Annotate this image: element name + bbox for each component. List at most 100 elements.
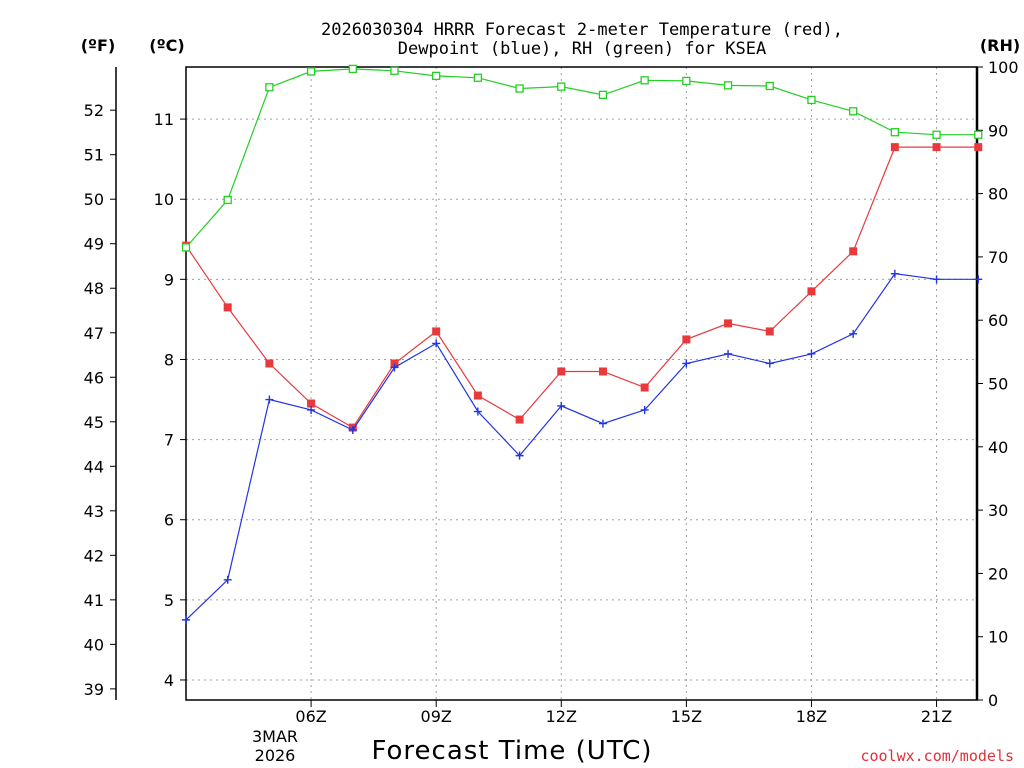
chart-title-line1: 2026030304 HRRR Forecast 2-meter Tempera… — [321, 20, 843, 40]
fahrenheit-tick-label: 49 — [84, 235, 104, 254]
rh-point — [557, 82, 566, 91]
fahrenheit-tick-label: 46 — [84, 368, 104, 387]
fahrenheit-tick-label: 43 — [84, 502, 104, 521]
rh-point — [723, 81, 733, 90]
rh-tick-label: 90 — [988, 121, 1008, 140]
fahrenheit-tick-label: 45 — [84, 413, 104, 432]
dewpoint-point — [182, 615, 190, 624]
rh-tick-label: 70 — [988, 248, 1008, 267]
x-axis-label: Forecast Time (UTC) — [371, 736, 652, 766]
temperature-point — [307, 399, 316, 408]
fahrenheit-tick-label: 39 — [84, 680, 104, 699]
temperature-point — [390, 359, 399, 368]
dewpoint-point — [515, 451, 524, 460]
temperature-point — [932, 143, 941, 152]
temperature-point — [682, 335, 691, 344]
rh-point — [306, 67, 316, 76]
dewpoint-point — [223, 575, 232, 584]
rh-point — [890, 128, 900, 137]
dewpoint-point — [640, 405, 649, 414]
x-tick-label: 06Z — [295, 707, 326, 726]
celsius-tick-label: 4 — [164, 671, 174, 690]
rh-tick-label: 80 — [988, 185, 1008, 204]
fahrenheit-tick-label: 51 — [84, 146, 104, 165]
dewpoint-point — [807, 349, 816, 358]
celsius-tick-label: 7 — [164, 431, 174, 450]
temperature-point — [640, 383, 649, 392]
rh-tick-label: 20 — [988, 564, 1008, 583]
celsius-tick-label: 8 — [164, 350, 174, 369]
dewpoint-point — [724, 349, 733, 358]
fahrenheit-tick-label: 44 — [84, 457, 104, 476]
rh-point — [849, 107, 858, 116]
celsius-tick-label: 10 — [154, 190, 174, 209]
rh-point — [432, 71, 441, 81]
dewpoint-point — [265, 395, 274, 404]
temperature-point — [890, 143, 899, 152]
rh-tick-label: 100 — [988, 58, 1019, 77]
date-label-day: 3MAR — [252, 727, 298, 746]
fahrenheit-tick-label: 50 — [84, 190, 104, 209]
temperature-point — [974, 143, 983, 152]
x-tick-label: 09Z — [421, 707, 452, 726]
rh-point — [515, 84, 524, 93]
dewpoint-point — [849, 329, 858, 338]
temperature-point — [598, 367, 607, 376]
rh-point — [682, 76, 691, 86]
rh-point — [598, 90, 608, 100]
celsius-tick-label: 5 — [164, 591, 174, 610]
rh-point — [473, 73, 483, 82]
temperature-point — [223, 303, 232, 312]
x-tick-label: 21Z — [921, 707, 952, 726]
rh-point — [974, 130, 983, 139]
dewpoint-point — [682, 359, 691, 368]
fahrenheit-tick-label: 47 — [84, 324, 104, 343]
dewpoint-point — [307, 405, 316, 414]
temperature-point — [515, 415, 524, 424]
dewpoint-point — [557, 401, 566, 410]
rh-unit-label: (RH) — [980, 36, 1020, 55]
source-credit: coolwx.com/models — [860, 747, 1014, 765]
plot-frame — [185, 66, 978, 701]
chart-title-line2: Dewpoint (blue), RH (green) for KSEA — [398, 39, 766, 59]
temperature-point — [849, 247, 858, 256]
rh-point — [265, 83, 274, 92]
rh-point — [932, 130, 941, 139]
celsius-tick-label: 9 — [164, 270, 174, 289]
rh-point — [223, 195, 232, 205]
celsius-tick-label: 6 — [164, 511, 174, 530]
temperature-point — [473, 391, 482, 400]
dewpoint-point — [390, 363, 399, 372]
dewpoint-point — [348, 425, 357, 434]
rh-point — [390, 66, 399, 75]
rh-tick-label: 0 — [988, 691, 998, 710]
rh-point — [181, 243, 191, 252]
fahrenheit-tick-label: 52 — [84, 101, 104, 120]
temperature-series-line — [185, 146, 979, 429]
dewpoint-point — [765, 359, 774, 368]
dewpoint-point — [932, 275, 941, 284]
dewpoint-point — [974, 275, 983, 284]
rh-point — [765, 81, 774, 91]
rh-tick-label: 40 — [988, 438, 1008, 457]
temperature-point — [807, 287, 816, 296]
dewpoint-point — [432, 339, 441, 348]
rh-point — [807, 95, 816, 105]
dewpoint-series-line — [185, 273, 979, 621]
rh-tick-label: 10 — [988, 628, 1008, 647]
rh-tick-label: 50 — [988, 375, 1008, 394]
fahrenheit-unit-label: (ºF) — [81, 36, 116, 55]
rh-tick-label: 60 — [988, 311, 1008, 330]
rh-point — [640, 76, 649, 85]
rh-series-line — [185, 68, 979, 248]
x-tick-label: 18Z — [796, 707, 827, 726]
fahrenheit-tick-label: 48 — [84, 279, 104, 298]
date-label-year: 2026 — [255, 746, 296, 765]
temperature-point — [724, 319, 733, 328]
rh-point — [348, 64, 357, 74]
fahrenheit-tick-label: 41 — [84, 591, 104, 610]
temperature-point — [432, 327, 441, 336]
temperature-point — [765, 327, 774, 336]
x-tick-label: 12Z — [546, 707, 577, 726]
